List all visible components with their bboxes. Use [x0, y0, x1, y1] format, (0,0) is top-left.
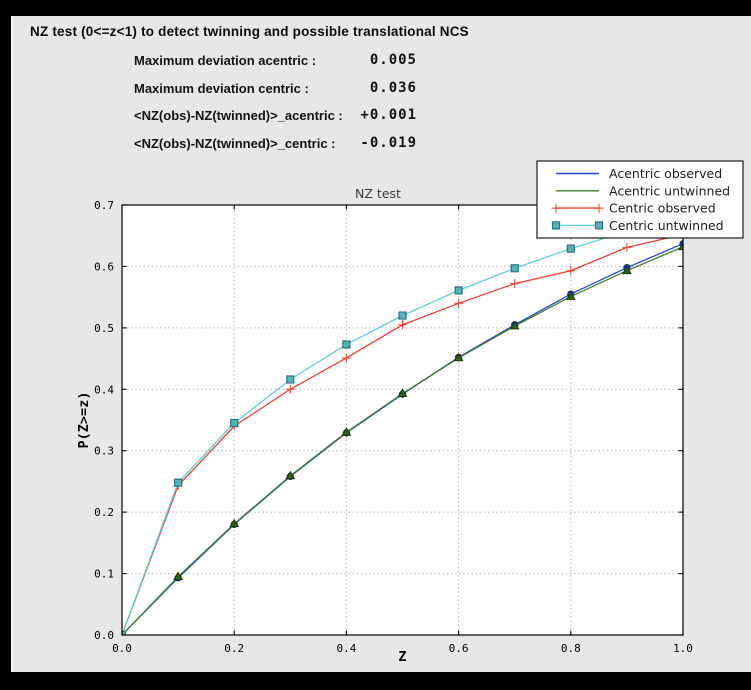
legend-entry-acentric-observed: Acentric observed [556, 166, 722, 181]
stat-row-mean-dev-centric: <NZ(obs)-NZ(twinned)>_centric : -0.019 [134, 135, 417, 153]
legend-label: Acentric untwinned [609, 183, 730, 198]
tick-labels: 0.0 0.2 0.4 0.6 0.8 1.0 0.0 0.1 0.2 0.3 0.4 0.5 0.6 0… [94, 199, 693, 655]
svg-text:0.6: 0.6 [449, 642, 469, 655]
stat-label: <NZ(obs)-NZ(twinned)>_acentric : [134, 108, 343, 123]
chart-title: NZ test [355, 186, 401, 201]
svg-text:0.5: 0.5 [94, 322, 114, 335]
plot-area [122, 205, 683, 635]
svg-text:0.3: 0.3 [94, 445, 114, 458]
legend: Acentric observed Acentric untwinned Centr… [536, 160, 744, 239]
stat-value: 0.036 [369, 79, 417, 96]
svg-text:0.2: 0.2 [94, 506, 114, 519]
svg-text:0.4: 0.4 [336, 642, 356, 655]
legend-label: Acentric observed [609, 166, 722, 181]
svg-text:0.2: 0.2 [224, 642, 244, 655]
stat-row-mean-dev-acentric: <NZ(obs)-NZ(twinned)>_acentric : +0.001 [134, 107, 417, 125]
stat-value: 0.005 [369, 52, 417, 68]
svg-text:0.6: 0.6 [94, 260, 114, 273]
legend-label: Centric untwinned [609, 218, 724, 233]
axes-spines [121, 204, 684, 636]
svg-text:0.4: 0.4 [94, 383, 114, 396]
page-title: NZ test (0<=z<1) to detect twinning and … [30, 24, 469, 39]
stat-row-max-dev-centric: Maximum deviation centric : 0.036 [134, 80, 417, 98]
svg-text:0.1: 0.1 [94, 568, 114, 581]
svg-text:0.7: 0.7 [94, 199, 114, 212]
svg-text:1.0: 1.0 [673, 642, 693, 655]
series-acentric-untwinned [121, 241, 684, 636]
svg-text:0.0: 0.0 [112, 642, 132, 655]
stat-label: Maximum deviation acentric : [134, 53, 317, 68]
y-axis-label: P(Z>=z) [76, 392, 92, 449]
legend-entry-acentric-untwinned: Acentric untwinned [556, 183, 730, 198]
stat-label: <NZ(obs)-NZ(twinned)>_centric : [134, 135, 336, 151]
legend-entry-centric-observed: Centric observed [551, 201, 716, 216]
x-axis-label: Z [398, 649, 406, 665]
axis-ticks [121, 204, 684, 636]
stat-label: Maximum deviation centric : [134, 80, 309, 96]
stat-row-max-dev-acentric: Maximum deviation acentric : 0.005 [134, 52, 417, 70]
svg-text:0.0: 0.0 [94, 629, 114, 642]
stats-block: Maximum deviation acentric : 0.005 Maxim… [134, 52, 417, 164]
svg-text:0.8: 0.8 [561, 642, 581, 655]
legend-label: Centric observed [609, 201, 716, 216]
stat-value: -0.019 [360, 134, 417, 151]
legend-entry-centric-untwinned: Centric untwinned [551, 218, 724, 233]
stat-value: +0.001 [360, 107, 417, 123]
